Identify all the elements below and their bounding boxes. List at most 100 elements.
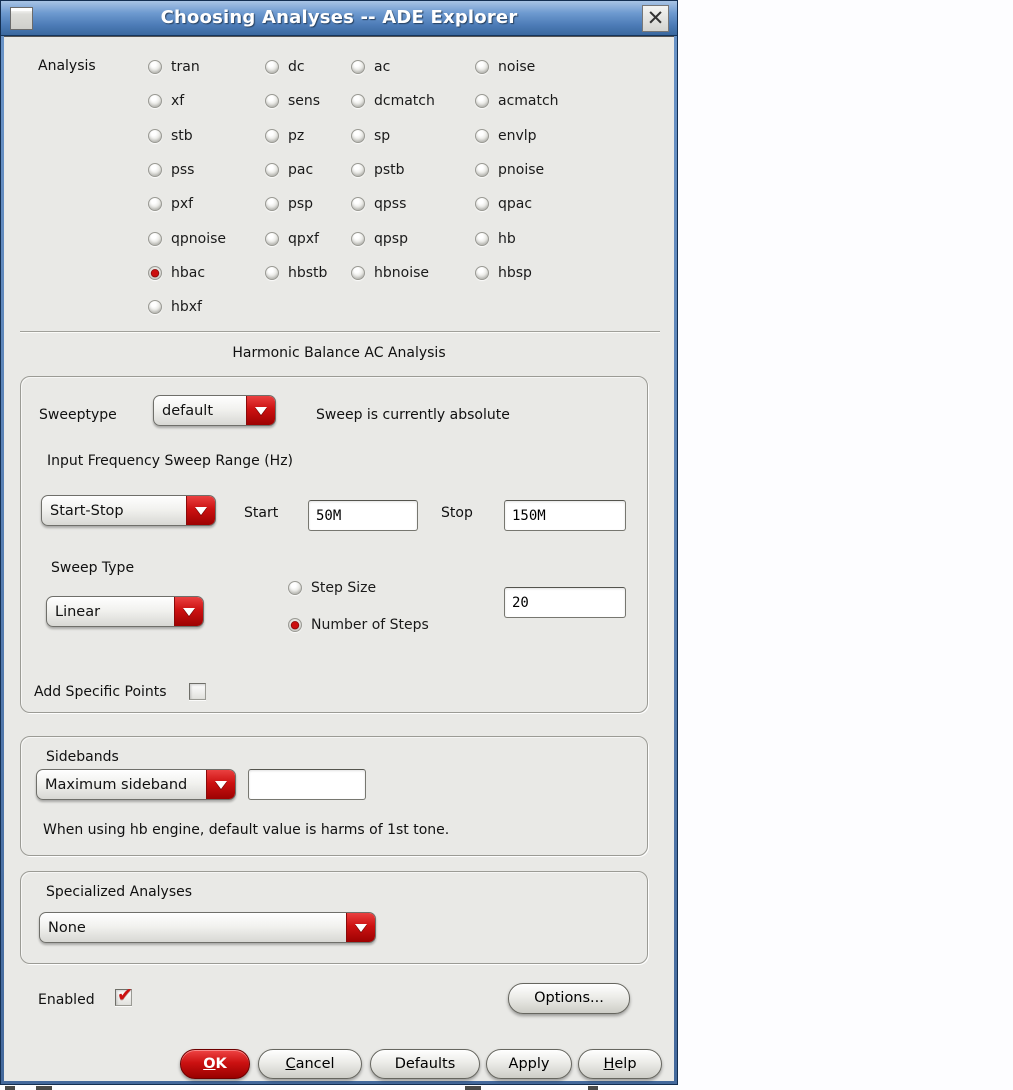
chevron-down-icon[interactable] [206,770,235,799]
analysis-option-qpac[interactable]: qpac [475,196,645,212]
close-button[interactable]: ✕ [642,5,669,32]
sidebands-input[interactable] [248,769,366,800]
sweep-type-dropdown[interactable]: Linear [46,596,204,627]
analysis-option-label: pxf [171,196,194,213]
analysis-option-tran[interactable]: tran [148,59,265,75]
radio-icon [148,231,162,246]
analysis-option-label: qpxf [288,230,319,247]
cancel-button[interactable]: Cancel [258,1049,362,1079]
analysis-option-pss[interactable]: pss [148,162,265,178]
analysis-option-ac[interactable]: ac [351,59,475,75]
analysis-option-sens[interactable]: sens [265,93,351,109]
sidebands-dropdown[interactable]: Maximum sideband [36,769,236,800]
sweeptype-dropdown[interactable]: default [153,395,276,426]
number-of-steps-option[interactable]: Number of Steps [288,617,429,633]
ok-button[interactable]: OK [180,1049,250,1079]
analysis-option-label: stb [171,127,193,144]
analysis-option-hbnoise[interactable]: hbnoise [351,265,475,281]
help-button-label: Help [603,1056,637,1072]
analysis-option-qpss[interactable]: qpss [351,196,475,212]
radio-icon [475,94,489,109]
analysis-option-stb[interactable]: stb [148,128,265,144]
radio-icon [351,197,365,212]
add-specific-points-checkbox[interactable] [189,683,206,700]
radio-icon [265,197,279,212]
analysis-option-hbxf[interactable]: hbxf [148,299,265,315]
analysis-option-xf[interactable]: xf [148,93,265,109]
window-title: Choosing Analyses -- ADE Explorer [160,7,518,28]
analysis-option-label: psp [288,196,314,213]
radio-icon [148,300,162,315]
analysis-option-label: hbac [171,264,206,281]
analysis-option-sp[interactable]: sp [351,128,475,144]
range-mode-dropdown[interactable]: Start-Stop [41,495,216,526]
analysis-option-dcmatch[interactable]: dcmatch [351,93,475,109]
sweeptype-label: Sweeptype [39,407,117,423]
chevron-down-icon[interactable] [174,597,203,626]
stop-label: Stop [441,505,473,521]
stop-input[interactable] [504,500,626,531]
radio-icon [265,231,279,246]
analysis-option-pz[interactable]: pz [265,128,351,144]
add-specific-points-label: Add Specific Points [34,684,167,700]
analysis-option-pnoise[interactable]: pnoise [475,162,645,178]
analysis-option-hbac[interactable]: hbac [148,265,265,281]
background-window-fragment [465,1086,481,1090]
radio-icon [475,128,489,143]
step-size-option[interactable]: Step Size [288,580,376,596]
analysis-option-hbsp[interactable]: hbsp [475,265,645,281]
dialog-content: Analysis tran dc ac noise xf sens dcmatc… [4,36,674,1081]
chevron-down-icon[interactable] [346,913,375,942]
analysis-option-hb[interactable]: hb [475,231,645,247]
chevron-down-icon[interactable] [186,496,215,525]
radio-icon [351,94,365,109]
radio-icon [351,265,365,280]
enabled-checkbox[interactable]: ✔ [115,984,133,1006]
window-menu-icon[interactable] [10,7,33,30]
analysis-option-qpsp[interactable]: qpsp [351,231,475,247]
sidebands-value: Maximum sideband [45,776,188,793]
apply-button[interactable]: Apply [486,1049,572,1079]
analysis-option-label: pnoise [498,162,545,179]
analysis-option-qpxf[interactable]: qpxf [265,231,351,247]
analysis-option-label: envlp [498,127,537,144]
analysis-option-noise[interactable]: noise [475,59,645,75]
freq-range-label: Input Frequency Sweep Range (Hz) [47,453,293,469]
defaults-button[interactable]: Defaults [370,1049,480,1079]
radio-icon [148,197,162,212]
radio-icon [475,197,489,212]
analysis-option-label: qpss [374,196,407,213]
start-input[interactable] [308,500,418,531]
analysis-option-dc[interactable]: dc [265,59,351,75]
analysis-option-psp[interactable]: psp [265,196,351,212]
analysis-option-label: xf [171,93,185,110]
radio-icon [351,163,365,178]
analysis-option-label: noise [498,59,536,76]
analysis-option-label: dcmatch [374,93,435,110]
specialized-dropdown[interactable]: None [39,912,376,943]
radio-icon [265,94,279,109]
range-mode-value: Start-Stop [50,502,124,519]
analysis-option-pstb[interactable]: pstb [351,162,475,178]
analysis-option-qpnoise[interactable]: qpnoise [148,231,265,247]
analysis-option-envlp[interactable]: envlp [475,128,645,144]
title-bar[interactable]: Choosing Analyses -- ADE Explorer ✕ [1,1,677,36]
radio-icon [288,581,302,595]
radio-icon [148,163,162,178]
analysis-option-pac[interactable]: pac [265,162,351,178]
analysis-option-acmatch[interactable]: acmatch [475,93,645,109]
radio-icon-checked [148,265,162,280]
specialized-value: None [48,919,86,936]
help-button[interactable]: Help [578,1049,662,1079]
background-window-fragment [5,1086,15,1090]
steps-input[interactable] [504,587,626,618]
options-button-label: Options... [534,990,604,1006]
analysis-option-pxf[interactable]: pxf [148,196,265,212]
check-icon: ✔ [117,984,133,1006]
analysis-option-hbstb[interactable]: hbstb [265,265,351,281]
radio-icon [351,231,365,246]
options-button[interactable]: Options... [508,983,630,1014]
chevron-down-icon[interactable] [246,396,275,425]
sweep-type-value: Linear [55,603,101,620]
radio-icon [351,128,365,143]
